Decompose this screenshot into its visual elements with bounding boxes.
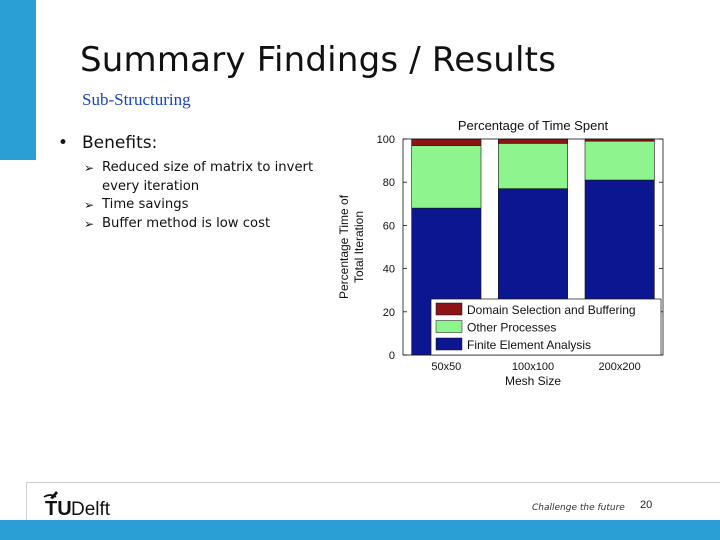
x-tick-label: 100x100 [512,361,554,373]
page-number: 20 [640,499,653,511]
chart-title: Percentage of Time Spent [458,118,609,133]
accent-bar [0,0,36,160]
legend-label: Finite Element Analysis [467,338,591,352]
legend-swatch [435,320,463,333]
sub-bullet-item: ➢ Time savings [84,196,328,215]
bar-segment-other-processes [584,140,655,181]
bullet-benefits: • Benefits: [58,133,328,153]
bar-segment-other-processes [411,145,482,209]
y-tick-label: 20 [383,307,395,319]
tudelft-logo: TU Delft [43,491,111,518]
bar-segment-domain-selection-and-buffering [498,138,568,144]
bullet-benefits-label: Benefits: [82,133,158,153]
slide-title: Summary Findings / Results [80,40,557,80]
sub-bullet-item: ➢ Buffer method is low cost [84,215,328,234]
bullet-dot-icon: • [58,133,69,153]
y-axis-label-line1: Percentage Time of [337,194,351,299]
logo-tu-text: TU [45,498,72,518]
arrow-bullet-icon: ➢ [84,198,95,212]
sub-bullet-item: ➢ Reduced size of matrix to invert every… [84,159,328,196]
x-tick-label: 200x200 [599,361,641,373]
legend-swatch [435,337,463,351]
sub-bullet-text: Reduced size of matrix to invert every i… [102,160,314,194]
sub-bullet-list: ➢ Reduced size of matrix to invert every… [84,159,328,233]
footer-tagline: Challenge the future [532,503,625,513]
y-axis-label-line2: Total Iteration [352,211,366,283]
y-tick-label: 0 [389,350,395,362]
bullet-list: • Benefits: ➢ Reduced size of matrix to … [58,133,328,233]
legend-box [430,298,662,356]
arrow-bullet-icon: ➢ [84,161,95,175]
y-tick-label: 100 [377,134,395,146]
legend-label: Other Processes [467,321,556,335]
bar-segment-domain-selection-and-buffering [411,138,482,146]
stacked-bar-chart: Percentage of Time Spent 50x50 100x100 200x… [337,118,664,388]
footer-divider [26,482,720,483]
x-tick-label: 50x50 [431,361,461,373]
footer-divider-vertical [26,482,27,522]
bar-segment-other-processes [498,143,568,189]
legend-label: Domain Selection and Buffering [467,303,636,317]
footer-accent-bar [0,520,720,540]
slide-subtitle: Sub-Structuring [82,90,191,109]
y-tick-label: 80 [383,177,395,189]
y-tick-label: 60 [383,220,395,232]
arrow-bullet-icon: ➢ [84,216,95,231]
logo-delft-text: Delft [71,499,111,518]
y-tick-label: 40 [383,264,395,276]
legend-swatch [435,302,463,316]
x-axis-label: Mesh Size [505,374,561,388]
sub-bullet-text: Time savings [102,197,189,212]
sub-bullet-text: Buffer method is low cost [102,215,271,231]
